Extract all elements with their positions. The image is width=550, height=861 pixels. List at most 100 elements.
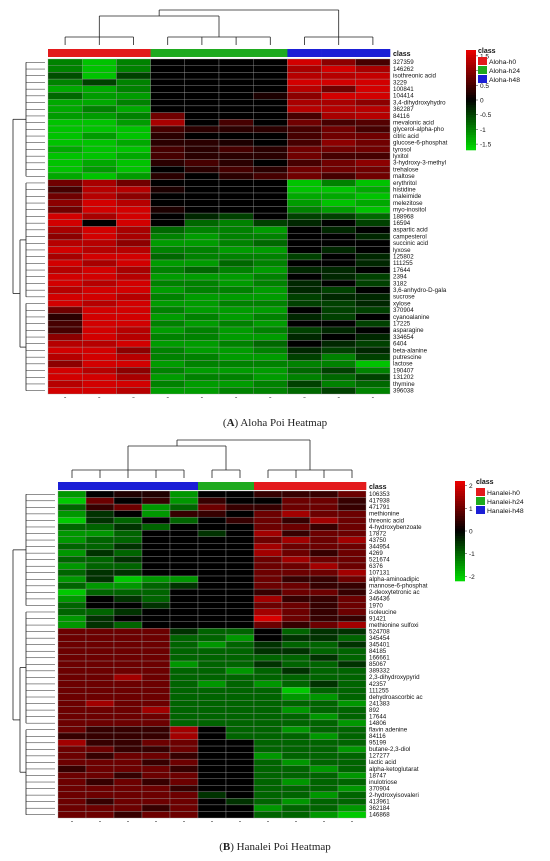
heatmap-cell xyxy=(82,112,117,120)
heatmap-cell xyxy=(253,582,283,590)
heatmap-cell xyxy=(85,628,115,636)
heatmap-cell xyxy=(218,58,254,66)
heatmap-cell xyxy=(287,300,322,308)
heatmap-cell xyxy=(225,693,255,701)
heatmap-cell xyxy=(113,497,143,505)
class-bar-cell xyxy=(355,49,391,57)
heatmap-cell xyxy=(113,654,143,662)
heatmap-cell xyxy=(184,166,220,174)
heatmap-cell xyxy=(355,320,391,328)
heatmap-cell xyxy=(197,615,227,622)
heatmap-cell xyxy=(85,719,115,727)
row-label: 362287 xyxy=(393,106,414,113)
heatmap-cell xyxy=(116,306,151,314)
row-label: 3,4-dihydroxyhydro xyxy=(393,99,446,106)
heatmap-cell xyxy=(47,72,83,80)
heatmap-cell xyxy=(355,139,391,147)
heatmap-cell xyxy=(253,798,283,806)
colorbar-segment xyxy=(455,563,465,567)
heatmap-cell xyxy=(218,246,254,254)
x-tick-label: ˜ xyxy=(127,821,130,828)
heatmap-cell xyxy=(321,72,356,80)
heatmap-cell xyxy=(253,253,288,261)
heatmap-cell xyxy=(253,772,283,779)
row-label: dehydroascorbic ac xyxy=(369,694,423,701)
heatmap-cell xyxy=(253,628,283,636)
colorbar-segment xyxy=(466,117,476,121)
heatmap-cell xyxy=(253,700,283,707)
heatmap-cell xyxy=(141,588,171,596)
heatmap-cell xyxy=(47,300,83,308)
heatmap-cell xyxy=(253,785,283,793)
heatmap-cell xyxy=(355,279,391,287)
heatmap-cell xyxy=(116,293,151,301)
heatmap-cell xyxy=(184,192,220,200)
row-label: 17872 xyxy=(369,530,387,537)
row-label: 42357 xyxy=(369,681,387,688)
heatmap-cell xyxy=(169,745,199,753)
row-label: 95199 xyxy=(369,740,387,747)
row-label: mevalonic acid xyxy=(393,120,434,127)
heatmap-cell xyxy=(150,373,185,381)
heatmap-cell xyxy=(281,791,311,799)
colorbar-segment xyxy=(466,145,476,148)
heatmap-cell xyxy=(355,253,391,261)
heatmap-cell xyxy=(169,588,199,596)
heatmap-cell xyxy=(197,608,227,616)
heatmap-cell xyxy=(355,360,391,368)
heatmap-cell xyxy=(281,536,311,544)
heatmap-cell xyxy=(141,752,171,760)
heatmap-cell xyxy=(355,340,391,348)
heatmap-cell xyxy=(309,804,339,812)
colorbar-segment xyxy=(455,481,465,484)
heatmap-cell xyxy=(197,503,227,511)
heatmap-cell xyxy=(287,58,322,66)
heatmap-cell xyxy=(150,212,185,220)
heatmap-cell xyxy=(321,85,356,93)
colorbar-segment xyxy=(455,511,465,514)
heatmap-cell xyxy=(82,360,117,368)
heatmap-cell xyxy=(253,791,283,799)
x-tick-label: ˜ xyxy=(99,821,102,828)
heatmap-cell xyxy=(47,186,83,194)
colorbar-segment xyxy=(455,566,465,569)
heatmap-cell xyxy=(150,226,185,234)
heatmap-cell xyxy=(337,778,367,786)
row-label: 362184 xyxy=(369,805,390,812)
heatmap-cell xyxy=(321,226,356,234)
heatmap-cell xyxy=(85,772,115,779)
class-bar-label: class xyxy=(369,484,387,491)
heatmap-cell xyxy=(197,621,227,629)
heatmap-cell xyxy=(309,700,339,707)
heatmap-cell xyxy=(253,680,283,688)
heatmap-cell xyxy=(82,333,117,341)
heatmap-cell xyxy=(150,206,185,214)
heatmap-cell xyxy=(321,159,356,167)
heatmap-cell xyxy=(253,353,288,361)
heatmap-cell xyxy=(82,145,117,153)
heatmap-cell xyxy=(355,387,391,395)
heatmap-cell xyxy=(82,65,117,73)
heatmap-cell xyxy=(225,516,255,524)
heatmap-cell xyxy=(337,595,367,603)
heatmap-cell xyxy=(47,346,83,354)
heatmap-cell xyxy=(82,293,117,301)
heatmap-cell xyxy=(281,615,311,622)
heatmap-cell xyxy=(57,516,87,524)
heatmap-cell xyxy=(85,536,115,544)
heatmap-cell xyxy=(309,510,339,518)
row-label: 345454 xyxy=(369,635,390,642)
heatmap-cell xyxy=(141,562,171,570)
heatmap-cell xyxy=(253,340,288,348)
row-label: 370904 xyxy=(369,785,390,792)
heatmap-cell xyxy=(281,739,311,747)
heatmap-cell xyxy=(355,326,391,334)
row-label: 241383 xyxy=(369,700,390,707)
heatmap-cell xyxy=(321,105,356,113)
heatmap-cell xyxy=(47,58,83,66)
heatmap-cell xyxy=(85,549,115,557)
row-label: 16594 xyxy=(393,220,411,227)
heatmap-cell xyxy=(253,523,283,531)
heatmap-cell xyxy=(337,765,367,773)
colorbar: 1.510.50-0.5-1-1.5 xyxy=(466,50,492,151)
